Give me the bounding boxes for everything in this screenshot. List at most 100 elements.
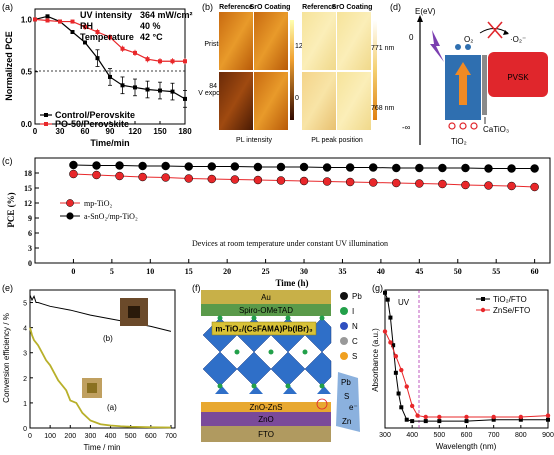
legend-label-po50: PO-50/Perovskite [55,119,129,129]
pl-intensity-sro-84h [254,72,288,130]
octahedron [215,386,229,394]
iodine-atom [285,315,291,321]
panel-g-ylabel: Absorbance (a.u.) [371,328,380,392]
panel-c-series [69,160,539,192]
b-col-sro-2: SrO Coating [332,4,373,11]
panel-a: (a) Normalized PCE Time/min 0 30 60 90 120 15… [2,2,193,148]
po50-series-point [120,46,125,51]
b-scale-right-top: 771 nm [371,45,395,52]
condition-key-uv: UV intensity [80,10,132,20]
legend-marker-mp-tio2 [66,199,74,207]
control-series-point [95,56,100,61]
g-xtick-label: 300 [379,432,391,439]
octahedron [317,386,331,394]
mp-tio2-series-point [161,173,170,182]
e-xtick-label: 500 [125,433,137,440]
znse-series-point [409,403,415,409]
e-ytick-label: 4 [23,326,27,333]
znse-series-point [491,414,496,420]
e-xtick-label: 0 [28,433,32,440]
e-ytick-label: 5 [23,301,27,308]
asno2-series-point [115,161,124,170]
legend-label-i: I [352,307,354,316]
tio2-series-point [410,419,415,424]
tio2-series-point [393,370,398,375]
znse-series-line [384,331,549,418]
asno2-series-point [253,162,263,172]
panel-a-legend: Control/Perovskite PO-50/Perovskite [40,110,135,129]
iodine-atom [285,383,291,389]
tio2-series-point [388,315,393,320]
iodine-atom [251,315,257,321]
c-xtick-label: 5 [110,267,114,276]
pl-intensity-ref-pristine [219,12,253,70]
o2-reduction-arrowhead [503,30,509,35]
iodine-atom [319,315,325,321]
hole-2 [459,122,467,130]
e-xtick-label: 300 [85,433,97,440]
panel-c: (c) PCE (%) Time (h) Devices at room tem… [2,156,551,288]
znse-series-point [399,367,404,373]
condition-key-rh: RH [80,21,93,31]
legend-dot-c [340,337,348,345]
panel-c-label: (c) [2,156,13,166]
pl-peak-sro-84h [337,72,371,130]
octahedron [249,386,263,394]
tio2-series-point [399,405,404,410]
asno2-series-point [184,162,193,171]
asno2-series-point [415,163,424,173]
g-xtick-label: 400 [406,432,418,439]
legend-dot-pb [340,292,348,300]
pl-intensity-scale [290,20,294,120]
c-xtick-label: 15 [185,267,193,276]
iodine-atom [217,383,223,389]
pl-peak-ref-pristine [302,12,336,70]
znse-series-point [388,340,393,345]
inset-photo-b-active-area [128,306,140,318]
legend-label-pb: Pb [352,292,362,301]
panel-c-legend: mp-TiO₂ a-SnO₂/mp-TiO₂ [60,199,138,221]
panel-d: (d) E(eV) 0 -∞ PVSK O₂ ·O₂⁻ TiO₂ CaTiO₃ [390,2,548,146]
control-series-point [183,96,187,101]
mp-tio2-series-point [276,176,286,185]
panel-c-axes [34,157,551,264]
layer-zno-zns-label: ZnO-ZnS [250,403,283,412]
legend-label-znse: ZnSe/FTO [493,306,530,315]
b-col-ref-1: Reference [219,4,253,11]
panel-a-xlabel: Time/min [90,138,129,148]
legend-marker-znse [480,307,486,313]
o2-minus-label: ·O₂⁻ [510,35,526,44]
mp-tio2-series-point [392,178,401,188]
b-row-pristine: Pristine [204,41,227,48]
layer-spiro-label: Spiro-OMeTAD [239,306,293,315]
panel-g: (g) UV Absorbance (a.u.) Wavelength (nm)… [371,283,554,451]
e-ytick-label: 1 [23,401,27,408]
po50-series-point [58,19,62,24]
asno2-series-point [299,162,309,172]
panel-g-legend: TiO₂/FTO ZnSe/FTO [476,295,530,315]
control-series-line [34,15,186,100]
po50-series-point [145,57,150,62]
e-ytick-label: 3 [23,351,27,358]
pl-peak-sro-pristine [337,12,371,70]
pl-intensity-ref-84h [219,72,253,130]
condition-value-rh: 40 % [140,21,161,31]
tio2-series-point [491,417,496,422]
layer-spiro [201,304,331,316]
legend-dot-n [340,322,348,330]
mp-tio2-series-point [69,169,78,179]
legend-dot-i [340,307,348,315]
panel-e: (e) Conversion efficiency / % Time / min… [2,283,177,452]
hole-3 [470,122,478,130]
control-series-point [108,74,112,79]
layer-zno-zns [201,402,331,412]
condition-key-temp: Temperature [80,32,134,42]
panel-c-ylabel: PCE (%) [6,192,16,227]
tio2-label: TiO₂ [451,137,467,146]
b-scale-left-bottom: 0 [295,95,299,102]
control-series-point [70,30,75,34]
b-caption-intensity: PL intensity [236,137,272,144]
b-caption-peak: PL peak position [311,137,363,144]
asno2-series-point [345,163,355,172]
mp-tio2-series-point [253,175,263,185]
